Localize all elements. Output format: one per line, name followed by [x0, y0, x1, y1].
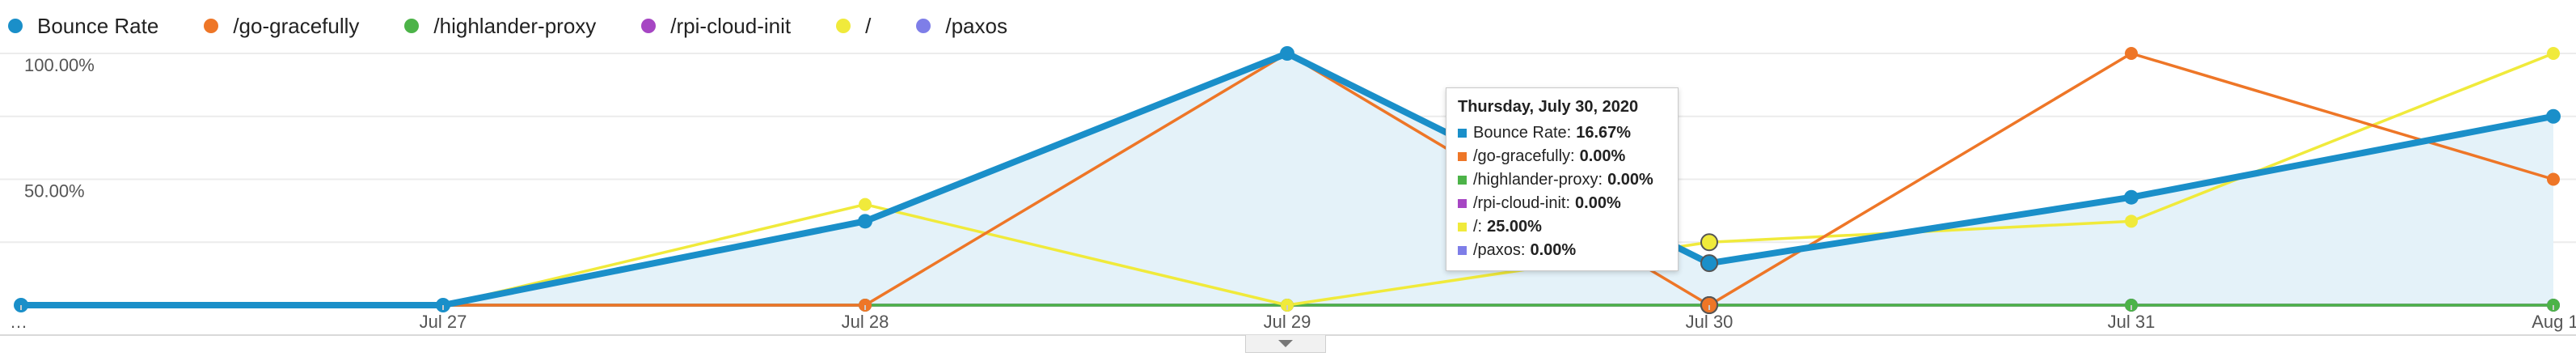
legend-label: /rpi-cloud-init [670, 13, 792, 38]
tooltip-swatch-icon [1458, 223, 1467, 231]
tooltip-value: 25.00% [1487, 218, 1542, 236]
tooltip-swatch-icon [1458, 176, 1467, 185]
data-point [2547, 172, 2560, 186]
data-point [2546, 108, 2561, 124]
tooltip-swatch-icon [1458, 152, 1467, 161]
x-tick-label: Jul 29 [1264, 312, 1311, 332]
chart-legend: Bounce Rate/go-gracefully/highlander-pro… [8, 10, 1053, 42]
legend-item[interactable]: /rpi-cloud-init [641, 14, 791, 39]
legend-label: /go-gracefully [233, 13, 360, 38]
data-point [1700, 233, 1718, 252]
tooltip-label: /rpi-cloud-init: [1473, 194, 1571, 212]
data-point [1700, 254, 1718, 273]
chevron-down-icon [1278, 340, 1293, 347]
data-point [2125, 214, 2138, 228]
x-tick-label: Jul 31 [2108, 312, 2156, 332]
tooltip-swatch-icon [1458, 199, 1467, 208]
data-point [2547, 47, 2560, 60]
tooltip-label: Bounce Rate: [1473, 124, 1572, 142]
legend-dot-icon [916, 19, 931, 33]
tooltip-value: 0.00% [1607, 171, 1653, 189]
legend-dot-icon [404, 19, 420, 33]
legend-item[interactable]: Bounce Rate [8, 14, 158, 39]
legend-label: /paxos [945, 13, 1007, 38]
legend-dot-icon [836, 19, 851, 33]
x-tick-label: Jul 30 [1686, 312, 1734, 332]
chart-tooltip: Thursday, July 30, 2020 Bounce Rate: 16.6… [1446, 87, 1679, 271]
tooltip-row: /: 25.00% [1458, 215, 1666, 239]
legend-item[interactable]: /go-gracefully [204, 14, 359, 39]
y-tick-label: 50.00% [24, 181, 85, 202]
tooltip-title: Thursday, July 30, 2020 [1458, 98, 1639, 116]
tooltip-row: /highlander-proxy: 0.00% [1458, 168, 1666, 192]
y-tick-label: 100.00% [24, 55, 95, 75]
legend-dot-icon [641, 19, 657, 33]
legend-item[interactable]: /paxos [916, 14, 1007, 39]
data-point [2125, 47, 2138, 60]
tooltip-rows: Bounce Rate: 16.67%/go-gracefully: 0.00%/h… [1458, 121, 1666, 262]
tooltip-value: 0.00% [1575, 194, 1621, 212]
data-point [1280, 46, 1294, 61]
data-point [859, 197, 872, 211]
series-area [21, 53, 2553, 305]
tooltip-label: /paxos: [1473, 241, 1526, 259]
legend-item[interactable]: /highlander-proxy [404, 14, 596, 39]
tooltip-label: /go-gracefully: [1473, 147, 1575, 165]
tooltip-swatch-icon [1458, 129, 1467, 138]
tooltip-value: 0.00% [1530, 241, 1577, 259]
x-tick-label: Jul 27 [420, 312, 467, 332]
tooltip-row: /rpi-cloud-init: 0.00% [1458, 192, 1666, 215]
tooltip-value: 16.67% [1576, 124, 1632, 142]
tooltip-value: 0.00% [1579, 147, 1626, 165]
legend-label: /highlander-proxy [433, 13, 597, 38]
tooltip-label: /highlander-proxy: [1473, 171, 1603, 189]
x-tick-label: … [10, 312, 27, 332]
data-point [858, 214, 872, 229]
tooltip-label: /: [1473, 218, 1483, 236]
tooltip-swatch-icon [1458, 246, 1467, 255]
tooltip-row: /go-gracefully: 0.00% [1458, 145, 1666, 168]
legend-label: / [865, 13, 872, 38]
x-tick-label: Aug 1 [2532, 312, 2576, 332]
legend-label: Bounce Rate [37, 13, 159, 38]
tooltip-row: Bounce Rate: 16.67% [1458, 121, 1666, 145]
legend-dot-icon [8, 19, 23, 33]
chart-scroll-handle[interactable] [1245, 335, 1326, 353]
data-point [2124, 189, 2139, 205]
legend-dot-icon [204, 19, 219, 33]
tooltip-row: /paxos: 0.00% [1458, 239, 1666, 262]
legend-item[interactable]: / [836, 14, 871, 39]
x-tick-label: Jul 28 [842, 312, 889, 332]
